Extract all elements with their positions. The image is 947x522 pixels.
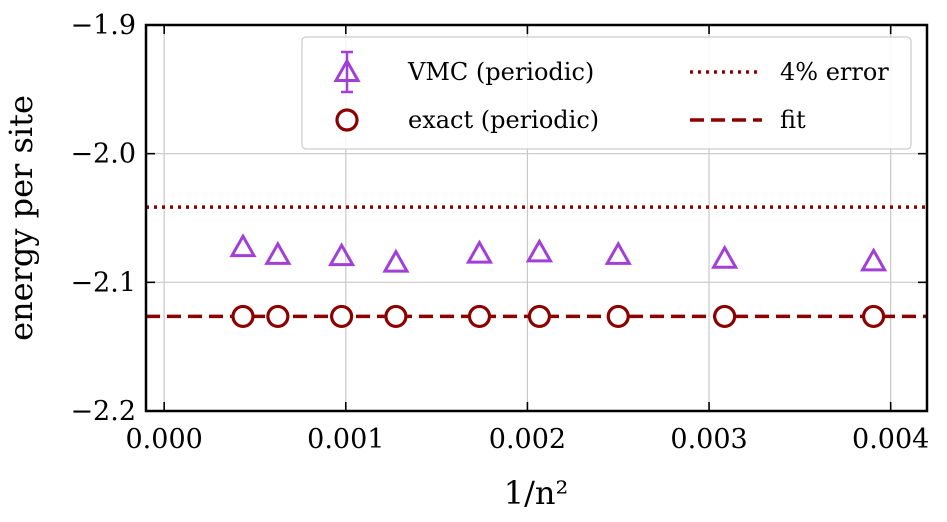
legend-vmc-label: VMC (periodic) xyxy=(407,58,594,86)
legend-exact-label: exact (periodic) xyxy=(408,106,599,134)
y-tick-label: −2.1 xyxy=(70,267,136,298)
legend: VMC (periodic) exact (periodic) 4% error… xyxy=(301,36,912,150)
legend-triangle xyxy=(333,57,361,82)
vmc-point xyxy=(604,240,632,265)
vmc-point xyxy=(859,247,888,272)
exact-point xyxy=(713,304,737,329)
exact-point xyxy=(266,304,290,329)
legend-vmc-marker xyxy=(333,50,361,94)
x-axis-label: 1/n² xyxy=(504,474,569,512)
vmc-point xyxy=(229,233,257,258)
legend-fit-label: fit xyxy=(780,106,806,134)
vmc-point xyxy=(382,248,410,273)
data-points xyxy=(229,233,888,329)
axis-ticks: 0.000 0.001 0.002 0.003 0.004 −1.9 −2.0 −2.1 −2.… xyxy=(70,10,929,455)
x-tick-label: 0.002 xyxy=(489,424,566,455)
y-tick-label: −1.9 xyxy=(70,10,136,41)
exact-point xyxy=(527,304,552,329)
vmc-point xyxy=(525,238,554,263)
y-tick-label: −2.0 xyxy=(70,139,136,170)
x-tick-label: 0.003 xyxy=(670,424,747,455)
exact-point xyxy=(467,304,492,329)
vmc-point xyxy=(465,239,494,264)
x-tick-label: 0.001 xyxy=(307,424,384,455)
exact-point xyxy=(862,304,886,329)
legend-error-label: 4% error xyxy=(780,58,889,86)
exact-point xyxy=(330,304,354,329)
legend-circle xyxy=(335,108,359,132)
x-tick-label: 0.004 xyxy=(852,424,929,455)
y-axis-label: energy per site xyxy=(2,95,40,341)
legend-exact-marker xyxy=(335,108,359,132)
exact-point xyxy=(384,304,408,329)
exact-point xyxy=(606,304,630,329)
legend-frame xyxy=(301,36,912,150)
y-tick-label: −2.2 xyxy=(70,396,136,427)
plot-frame xyxy=(144,23,929,413)
vmc-point xyxy=(711,244,739,269)
vmc-point xyxy=(327,242,356,267)
x-tick-label: 0.000 xyxy=(126,424,203,455)
vmc-point xyxy=(264,240,292,265)
exact-point xyxy=(231,304,255,329)
